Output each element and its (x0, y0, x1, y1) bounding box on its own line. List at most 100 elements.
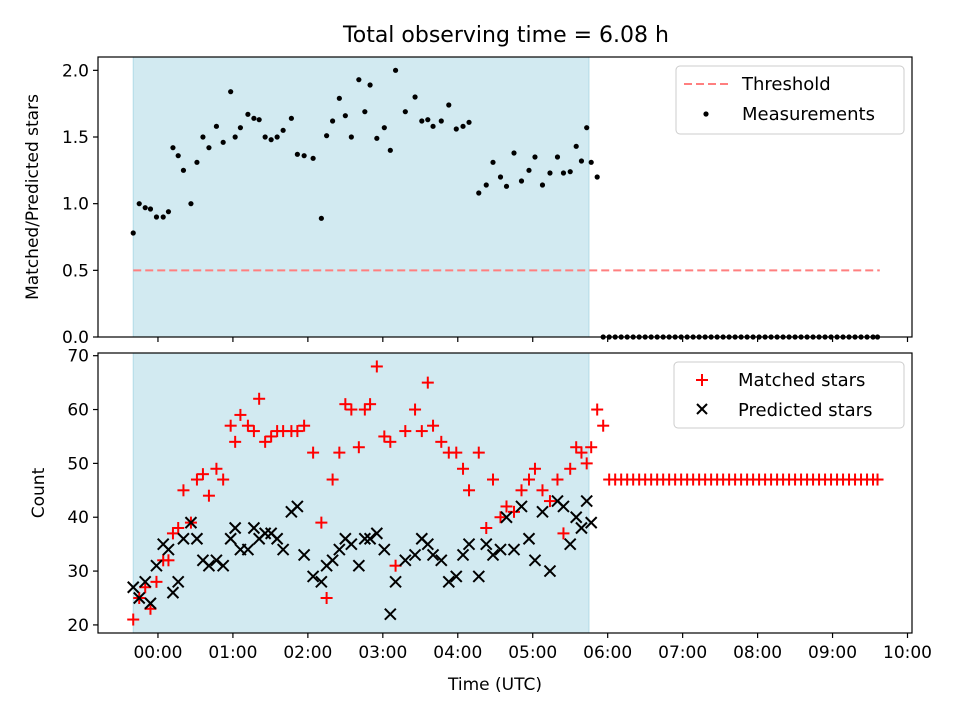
measurement-point (256, 117, 262, 123)
predicted-star-point (494, 543, 507, 556)
measurement-point (310, 155, 316, 161)
matched-star-point (172, 522, 185, 534)
measurement-point (274, 134, 280, 140)
legend-matched-label: Matched stars (738, 370, 865, 391)
matched-star-point (265, 430, 278, 443)
matched-star-point (528, 462, 541, 475)
predicted-star-point (190, 532, 204, 545)
matched-star-point (320, 592, 333, 604)
measurement-point (483, 182, 489, 188)
matched-star-point (580, 457, 593, 470)
measurement-point (453, 126, 459, 132)
predicted-star-point (536, 505, 549, 519)
matched-star-point (315, 516, 328, 529)
matched-star-point (543, 495, 556, 508)
predicted-star-point (557, 500, 570, 513)
measurement-point (220, 139, 226, 145)
matched-star-point (487, 473, 500, 486)
measurement-point (518, 178, 525, 184)
matched-star-point (190, 473, 203, 486)
matched-star-point (597, 419, 610, 432)
matched-star-point (291, 425, 304, 438)
matched-star-point (234, 408, 247, 421)
measurement-point (560, 170, 567, 176)
matched-star-point (150, 575, 163, 588)
matched-star-point (415, 425, 428, 438)
predicted-star-point (378, 543, 391, 556)
measurement-point (262, 134, 268, 140)
matched-star-point (217, 473, 230, 486)
measurement-point (245, 111, 251, 117)
matched-star-point (435, 435, 448, 448)
bottom-y-tick-label: 30 (67, 562, 89, 582)
measurement-point (288, 115, 294, 121)
measurement-point (594, 174, 600, 180)
bottom-y-tick-label: 50 (67, 454, 89, 474)
matched-star-point (564, 462, 577, 475)
predicted-star-point (389, 575, 402, 589)
measurement-point (392, 67, 399, 73)
x-tick-label: 00:00 (133, 643, 182, 663)
measurement-point (425, 117, 431, 123)
matched-star-point (345, 403, 358, 416)
predicted-star-point (133, 591, 146, 605)
predicted-star-point (486, 548, 500, 562)
top-legend-box (675, 65, 905, 135)
matched-star-point (177, 484, 190, 497)
measurement-point (194, 159, 200, 165)
x-tick-label: 03:00 (358, 643, 407, 663)
measurement-point (588, 159, 594, 165)
x-tick-label: 05:00 (508, 643, 557, 663)
predicted-star-point (450, 570, 463, 583)
matched-star-point (536, 484, 549, 497)
measurement-point (362, 109, 368, 115)
x-tick-label: 04:00 (433, 643, 482, 663)
matched-star-point (457, 462, 470, 475)
measurement-point (381, 125, 387, 131)
predicted-star-point (144, 597, 157, 610)
predicted-star-point (456, 548, 470, 562)
matched-star-point (570, 441, 583, 454)
matched-stars-points (127, 360, 884, 626)
predicted-star-point (177, 532, 190, 545)
matched-star-point (326, 473, 339, 486)
legend-matched-swatch (696, 374, 708, 386)
predicted-star-point (507, 543, 521, 556)
predicted-star-point (270, 532, 284, 545)
predicted-star-point (384, 607, 397, 621)
matched-star-point (370, 360, 383, 373)
measurement-point (160, 214, 166, 220)
matched-star-point (378, 430, 391, 443)
measurement-point (503, 183, 510, 189)
predicted-star-point (171, 575, 185, 589)
matched-star-point (399, 425, 412, 438)
bottom-x-ticks: 00:00 01:00 02:00 03:00 04:00 05:00 06:00 07:00… (133, 633, 932, 663)
matched-star-point (575, 446, 588, 459)
chart-title: Total observing time = 6.08 h (342, 23, 669, 48)
measurement-point (356, 77, 362, 83)
x-axis-label: Time (UTC) (447, 675, 542, 695)
predicted-star-point (515, 500, 528, 513)
matched-star-point (307, 446, 320, 459)
predicted-star-point (345, 537, 358, 551)
matched-star-point (494, 511, 507, 524)
measurement-point (153, 214, 160, 220)
measurement-point (213, 123, 220, 129)
measurement-point (318, 215, 324, 221)
measurement-point (268, 137, 274, 143)
measurement-point (412, 94, 418, 100)
measurement-point (200, 134, 206, 140)
measurement-point (188, 201, 194, 207)
measurement-point (280, 127, 286, 133)
predicted-star-point (421, 537, 435, 551)
measurement-point (460, 123, 466, 129)
predicted-star-point (139, 575, 152, 589)
predicted-star-point (184, 516, 198, 529)
measurement-point (165, 209, 172, 215)
matched-star-point (472, 446, 485, 459)
matched-star-point (871, 473, 884, 486)
measurement-point (170, 145, 176, 151)
measurement-point (180, 167, 187, 173)
predicted-star-point (399, 554, 412, 567)
matched-star-point (515, 484, 528, 497)
